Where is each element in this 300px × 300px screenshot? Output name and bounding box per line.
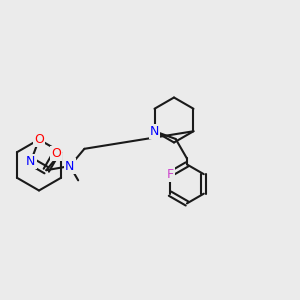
Text: N: N [150,125,159,138]
Text: N: N [26,155,35,168]
Text: O: O [51,147,61,160]
Text: N: N [65,160,75,172]
Text: F: F [167,168,174,181]
Text: O: O [34,133,44,146]
